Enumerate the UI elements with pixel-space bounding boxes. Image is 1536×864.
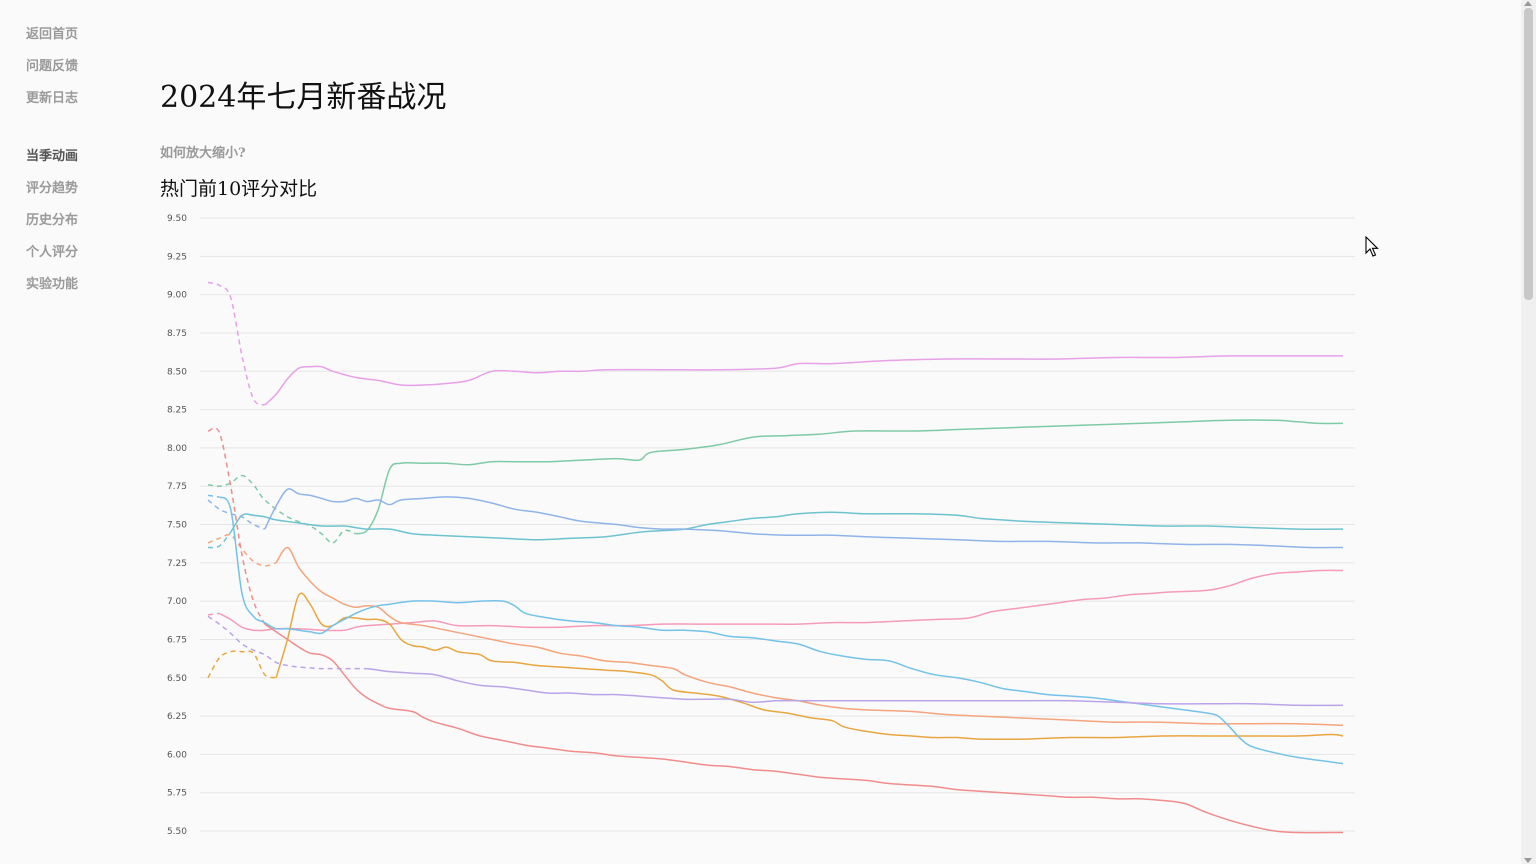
series-dashed-segment: [207, 533, 277, 567]
nav-changelog[interactable]: 更新日志: [26, 91, 79, 106]
series-line-5[interactable]: [207, 569, 1344, 632]
y-tick-label: 5.75: [167, 789, 187, 799]
line-chart[interactable]: 9.50 9.25 9.00 8.75 8.50 8.25 8.00 7.75 7.50 7.25…: [160, 205, 1360, 845]
y-tick-label: 7.50: [167, 521, 187, 531]
y-tick-label: 5.50: [167, 827, 187, 837]
nav-score-trend[interactable]: 评分趋势: [26, 181, 79, 196]
scroll-thumb[interactable]: [1524, 8, 1533, 300]
y-tick-label: 8.50: [167, 367, 187, 377]
series-solid-segment: [355, 419, 1344, 535]
y-tick-label: 6.00: [167, 750, 187, 760]
y-tick-label: 7.75: [167, 482, 187, 492]
series-solid-segment: [230, 511, 1344, 541]
series-line-1[interactable]: [207, 281, 1343, 406]
series-dashed-segment: [207, 531, 232, 549]
series-line-10[interactable]: [207, 615, 1344, 707]
series-dashed-segment: [207, 494, 220, 498]
y-tick-label: 9.50: [167, 214, 187, 224]
page-title: 2024年七月新番战况: [160, 80, 447, 115]
series-solid-segment: [264, 488, 1344, 549]
series-dashed-segment: [207, 427, 266, 625]
series-solid-segment: [264, 355, 1343, 406]
series-dashed-segment: [207, 650, 277, 679]
nav-divider: [26, 122, 116, 148]
vertical-scrollbar[interactable]: [1521, 0, 1536, 864]
sidebar-nav: 返回首页 问题反馈 更新日志 当季动画 评分趋势 历史分布 个人评分 实验功能: [26, 26, 116, 308]
series-solid-segment: [366, 667, 1344, 707]
series-solid-segment: [275, 546, 1344, 727]
y-tick-label: 6.50: [167, 674, 187, 684]
scroll-down-arrow-icon[interactable]: [1524, 858, 1532, 863]
nav-feedback[interactable]: 问题反馈: [26, 59, 79, 74]
series-dashed-segment: [207, 615, 367, 670]
series-solid-segment: [264, 623, 1344, 834]
series-solid-segment: [275, 592, 1344, 740]
y-tick-label: 8.00: [167, 444, 187, 454]
nav-history-distribution[interactable]: 历史分布: [26, 213, 79, 228]
y-tick-label: 8.25: [167, 406, 187, 416]
series-line-8[interactable]: [207, 592, 1344, 740]
series-dashed-segment: [207, 499, 266, 530]
series-solid-segment: [219, 569, 1344, 632]
scroll-up-arrow-icon[interactable]: [1524, 1, 1532, 6]
nav-experimental[interactable]: 实验功能: [26, 277, 79, 292]
series-dashed-segment: [207, 612, 220, 616]
y-tick-label: 8.75: [167, 329, 187, 339]
series-line-7[interactable]: [207, 427, 1344, 834]
nav-personal-rating[interactable]: 个人评分: [26, 245, 79, 260]
series-line-6[interactable]: [207, 533, 1344, 727]
nav-home[interactable]: 返回首页: [26, 27, 79, 42]
y-tick-label: 7.00: [167, 597, 187, 607]
grid-lines: [200, 217, 1355, 832]
y-tick-label: 9.00: [167, 291, 187, 301]
zoom-help-link[interactable]: 如何放大缩小?: [160, 146, 246, 161]
y-tick-label: 6.25: [167, 712, 187, 722]
nav-current-season[interactable]: 当季动画: [26, 149, 79, 164]
series-solid-segment: [218, 496, 1344, 765]
series-line-3[interactable]: [207, 511, 1344, 549]
y-tick-label: 9.25: [167, 252, 187, 262]
chart-title: 热门前10评分对比: [160, 178, 318, 200]
mouse-cursor-icon: [1365, 236, 1379, 257]
series-line-4[interactable]: [207, 488, 1344, 549]
y-tick-label: 6.75: [167, 635, 187, 645]
series-line-9[interactable]: [207, 494, 1344, 765]
series-dashed-segment: [207, 281, 266, 406]
y-tick-label: 7.25: [167, 559, 187, 569]
